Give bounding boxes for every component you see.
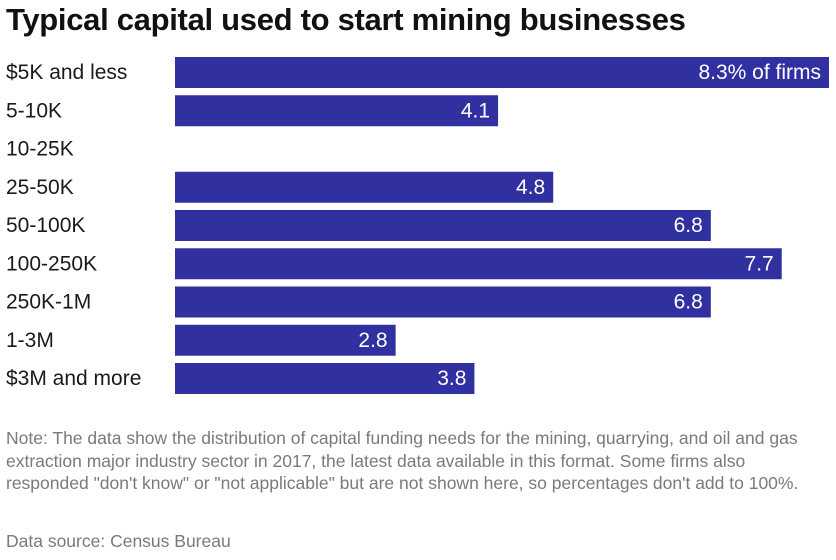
data-source: Data source: Census Bureau [6,531,231,551]
bar-3m-and-more [175,363,475,394]
bar-5k-and-less [175,57,829,88]
category-label-250k-1m: 250K-1M [6,291,91,314]
value-label-1-3m: 2.8 [358,329,387,352]
chart-note: Note: The data show the distribution of … [6,428,799,493]
category-label-1-3m: 1-3M [6,329,54,352]
chart-title: Typical capital used to start mining bus… [6,2,686,37]
value-label-250k-1m: 6.8 [674,291,703,314]
value-label-5k-and-less: 8.3% of firms [698,61,821,84]
bar-1-3m [175,324,396,356]
value-label-5-10k: 4.1 [461,99,490,122]
category-label-100-250k: 100-250K [6,252,97,275]
value-label-50-100k: 6.8 [674,214,703,237]
category-label-5-10k: 5-10K [6,99,62,122]
value-label-3m-and-more: 3.8 [437,367,466,390]
bar-250k-1m [175,286,711,318]
category-label-10-25k: 10-25K [6,138,74,161]
category-label-3m-and-more: $3M and more [6,367,141,390]
bar-25-50k [175,171,554,203]
bar-5-10k [175,95,499,127]
value-label-25-50k: 4.8 [516,176,545,199]
bar-100-250k [175,248,782,280]
value-label-100-250k: 7.7 [745,252,774,275]
bar-50-100k [175,210,711,241]
bar-chart-svg: $5K and less 8.3% of firms 5-10K 4.1 10-25K 2… [6,57,829,394]
category-label-25-50k: 25-50K [6,176,74,199]
category-label-5k-and-less: $5K and less [6,61,127,84]
category-label-50-100k: 50-100K [6,214,85,237]
